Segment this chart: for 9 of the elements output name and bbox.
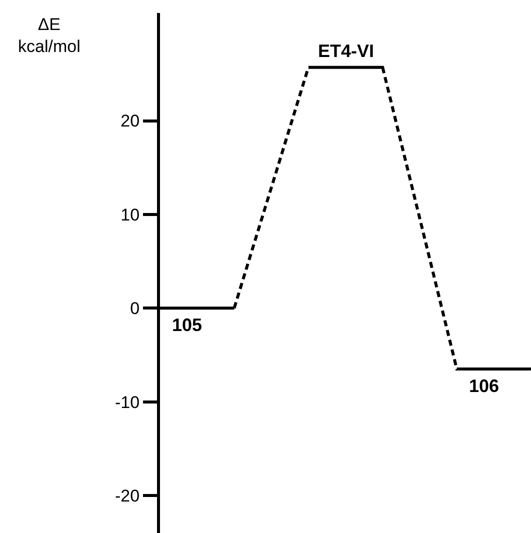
y-tick-label: -10 xyxy=(115,392,140,412)
y-tick-label: 20 xyxy=(120,112,140,131)
annotation: 105 xyxy=(172,315,202,335)
annotation: ET4-VI xyxy=(318,41,374,61)
y-tick-label: 0 xyxy=(130,299,140,318)
annotation: 106 xyxy=(469,376,500,396)
y-tick-label: -20 xyxy=(115,486,140,506)
y-tick-label: 10 xyxy=(120,205,140,224)
y-axis-title: ΔE kcal/mol xyxy=(18,15,80,56)
